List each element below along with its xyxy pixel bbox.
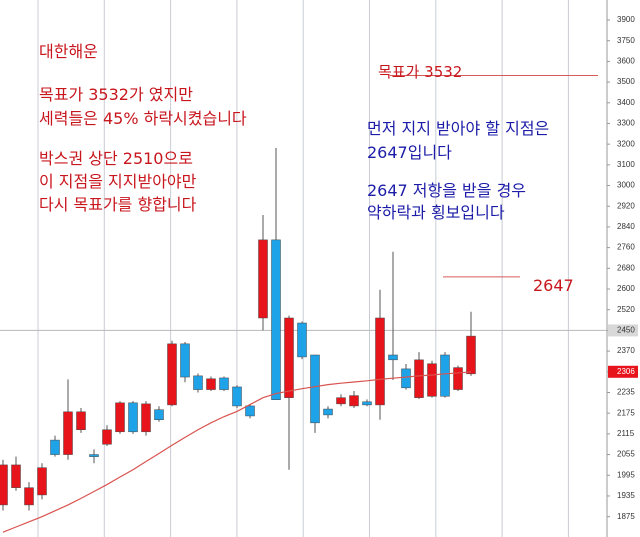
candle-body: [0, 464, 8, 506]
candle-body: [11, 464, 21, 488]
y-tick-label: 1995: [617, 470, 635, 479]
y-tick-label: 2680: [617, 263, 635, 272]
moving-average: [2, 371, 472, 533]
ma-tag: [608, 365, 638, 378]
candle-body: [414, 359, 424, 398]
annotation: 2647입니다: [367, 143, 452, 162]
annotation: 목표가 3532: [378, 63, 463, 81]
annotation: 목표가 3532가 였지만: [39, 85, 193, 104]
candle-body: [154, 409, 164, 420]
y-tick-label: 3400: [617, 98, 635, 107]
y-tick-label: 3500: [617, 77, 635, 86]
y-tick-label: 2235: [617, 388, 635, 397]
candle-body: [466, 335, 476, 375]
candle-body: [375, 317, 385, 406]
annotation: 2647 저항을 받을 경우: [367, 181, 527, 200]
y-tick-label: 2450: [617, 326, 635, 335]
y-tick-label: 1935: [617, 491, 635, 500]
candle-body: [245, 405, 255, 417]
candle-body: [76, 411, 86, 430]
y-tick-label: 2520: [617, 305, 635, 314]
annotation: 박스권 상단 2510으로: [39, 149, 193, 168]
y-tick-label: 2306: [617, 367, 635, 376]
y-tick-label: 2840: [617, 222, 635, 231]
candle-body: [206, 378, 216, 390]
annotation: 다시 목표가를 향합니다: [39, 195, 197, 214]
y-tick-label: 2115: [617, 429, 635, 438]
candle-body: [297, 322, 307, 358]
candle-body: [453, 367, 463, 390]
annotation: 세력들은 45% 하락시켰습니다: [39, 109, 247, 128]
y-tick-label: 2920: [617, 201, 635, 210]
candle-body: [271, 239, 281, 400]
annotation: 먼저 지지 받아야 할 지점은: [367, 119, 550, 138]
candle-body: [401, 368, 411, 389]
candle-body: [219, 377, 229, 390]
candle-body: [310, 354, 320, 424]
y-tick-label: 3600: [617, 57, 635, 66]
y-tick-label: 3000: [617, 181, 635, 190]
y-tick-label: 3200: [617, 139, 635, 148]
annotation: 약하락과 횡보입니다: [367, 203, 505, 222]
y-tick-label: 2175: [617, 408, 635, 417]
candle-body: [440, 354, 450, 397]
annotation: 2647: [533, 276, 574, 295]
candle-body: [167, 343, 177, 406]
y-tick-label: 2600: [617, 284, 635, 293]
candle-body: [115, 402, 125, 433]
candle-body: [141, 403, 151, 433]
y-tick-label: 3100: [617, 160, 635, 169]
candle-body: [323, 408, 333, 416]
candle-body: [336, 397, 346, 405]
candle-body: [362, 401, 372, 406]
candle-body: [89, 454, 99, 457]
annotation: 대한해운: [39, 42, 98, 61]
candle-body: [349, 395, 359, 407]
candle-body: [128, 402, 138, 433]
annotation: 이 지점을 지지받아야만: [39, 172, 197, 191]
candle-body: [102, 429, 112, 445]
candle-body: [24, 487, 34, 506]
candle-body: [37, 467, 47, 496]
y-tick-label: 1875: [617, 512, 635, 521]
candle-body: [258, 239, 268, 319]
candle-body: [193, 375, 203, 390]
candle-body: [427, 363, 437, 397]
price-tag: [608, 324, 638, 337]
y-tick-label: 2760: [617, 243, 635, 252]
candle-body: [63, 411, 73, 455]
y-tick-label: 2370: [617, 346, 635, 355]
y-tick-label: 3300: [617, 119, 635, 128]
candle-body: [284, 317, 294, 398]
candle-body: [50, 439, 60, 455]
candle-body: [388, 354, 398, 361]
y-tick-label: 2055: [617, 450, 635, 459]
candle-body: [180, 343, 190, 378]
y-tick-label: 3750: [617, 36, 635, 45]
y-tick-label: 3900: [617, 15, 635, 24]
candle-body: [232, 386, 242, 407]
